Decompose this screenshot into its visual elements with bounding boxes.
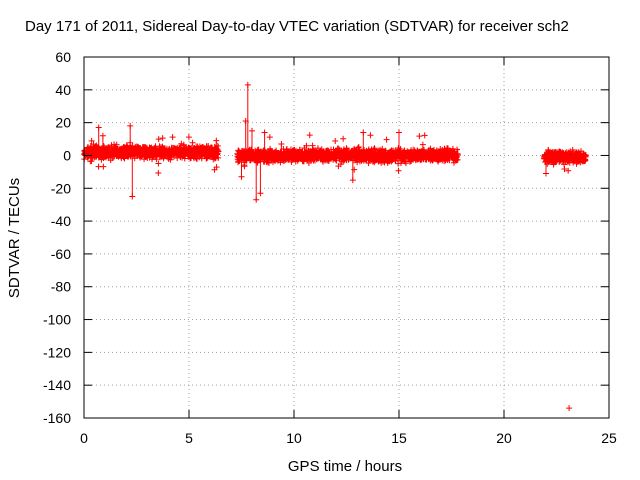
data-point xyxy=(351,166,358,173)
data-point xyxy=(266,134,273,141)
outlier-point xyxy=(99,132,106,139)
outlier-point xyxy=(253,196,260,203)
x-axis-title: GPS time / hours xyxy=(288,458,402,475)
x-tick-label: 10 xyxy=(286,430,302,446)
chart-title: Day 171 of 2011, Sidereal Day-to-day VTE… xyxy=(25,18,569,35)
x-tick-label: 15 xyxy=(391,430,407,446)
outlier-point xyxy=(360,129,367,136)
data-point xyxy=(185,134,192,141)
outlier-point xyxy=(396,129,402,136)
outlier-point xyxy=(278,140,285,147)
y-tick-label: 0 xyxy=(63,147,71,163)
data-point xyxy=(155,160,162,167)
plot-frame xyxy=(83,56,610,419)
data-point xyxy=(421,132,428,139)
data-point xyxy=(367,132,374,139)
y-tick-label: 60 xyxy=(55,49,71,65)
outlier-point xyxy=(242,117,249,124)
data-point xyxy=(88,137,95,144)
data-point xyxy=(416,133,423,140)
data-point xyxy=(273,147,280,154)
data-point xyxy=(303,142,310,149)
grid-lines xyxy=(84,57,609,418)
data-point xyxy=(419,141,426,148)
axis-ticks: 0 5 10 15 20 25 60 40 20 0 -20 -40 -60 -80 -100 -120 -14… xyxy=(43,49,617,446)
data-point xyxy=(100,163,107,170)
y-tick-label: -60 xyxy=(51,246,71,262)
data-point xyxy=(355,144,362,151)
outlier-point xyxy=(566,405,573,412)
outlier-point xyxy=(543,170,549,177)
outlier-point xyxy=(95,124,102,131)
data-points xyxy=(81,81,589,412)
data-point xyxy=(265,160,272,167)
outlier-point xyxy=(238,173,245,180)
data-point xyxy=(569,146,576,153)
outlier-point xyxy=(349,177,356,184)
data-point xyxy=(241,163,248,170)
data-point xyxy=(155,136,162,143)
outlier-point xyxy=(249,127,255,134)
data-point xyxy=(561,166,568,173)
data-point xyxy=(402,160,409,167)
outlier-point xyxy=(257,190,264,197)
data-point xyxy=(189,139,196,146)
y-tick-label: -160 xyxy=(43,410,71,426)
data-point xyxy=(159,135,166,142)
y-tick-label: 40 xyxy=(55,82,71,98)
y-tick-label: -140 xyxy=(43,377,71,393)
y-tick-label: -120 xyxy=(43,344,71,360)
data-point xyxy=(88,158,95,165)
data-point xyxy=(155,170,162,177)
outlier-point xyxy=(129,193,136,200)
y-tick-label: -100 xyxy=(43,312,71,328)
data-point xyxy=(395,167,402,174)
data-point xyxy=(340,135,347,142)
y-tick-label: -20 xyxy=(51,180,71,196)
outlier-point xyxy=(127,122,134,129)
x-tick-label: 25 xyxy=(601,430,617,446)
x-tick-label: 5 xyxy=(185,430,193,446)
y-tick-label: 20 xyxy=(55,115,71,131)
data-point xyxy=(169,134,176,141)
y-tick-label: -80 xyxy=(51,279,71,295)
x-tick-label: 20 xyxy=(496,430,512,446)
data-point xyxy=(565,167,572,174)
data-point xyxy=(306,132,313,139)
outlier-point xyxy=(261,129,268,136)
data-point xyxy=(180,141,187,148)
data-point xyxy=(213,164,220,171)
outlier-point xyxy=(244,81,251,88)
data-point xyxy=(383,136,390,143)
outlier-point xyxy=(213,137,220,144)
data-point xyxy=(332,138,339,145)
y-tick-label: -40 xyxy=(51,213,71,229)
y-axis-title: SDTVAR / TECUs xyxy=(6,178,23,298)
x-tick-label: 0 xyxy=(80,430,88,446)
